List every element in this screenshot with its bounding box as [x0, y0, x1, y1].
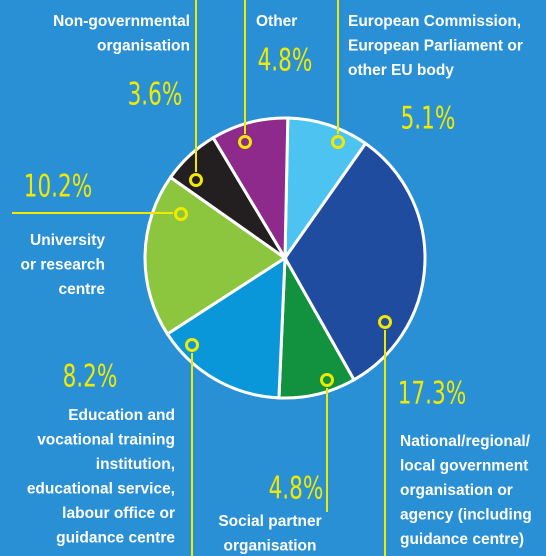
leader-dot: [185, 338, 199, 352]
category-label: Social partner organisation: [218, 513, 321, 555]
label-line: guidance centre: [56, 530, 175, 547]
value-label: 8.2%: [63, 359, 118, 395]
label-line: organisation or: [400, 482, 513, 499]
value-label: 5.1%: [401, 101, 456, 137]
category-label: University or research centre: [21, 232, 106, 298]
label-line: Education and: [68, 407, 175, 424]
pie-slice: [143, 175, 288, 337]
pie-slice: [211, 116, 290, 264]
leader-dot: [331, 135, 345, 149]
label-line: organisation: [97, 38, 190, 55]
label-line: European Commission,: [348, 13, 521, 30]
label-line: European Parliament or: [348, 38, 523, 55]
category-label: European Commission, European Parliament …: [348, 13, 523, 79]
label-line: local government: [400, 458, 528, 475]
label-line: labour office or: [62, 505, 175, 522]
value-label: 4.8%: [258, 43, 313, 79]
label-line: guidance centre): [400, 531, 524, 548]
category-label: Other: [256, 13, 297, 30]
leader-dot: [378, 315, 392, 329]
label-line: other EU body: [348, 62, 454, 79]
label-line: or research: [21, 257, 105, 274]
label-line: centre: [58, 281, 105, 298]
leader-dot: [320, 373, 334, 387]
value-label: 17.3%: [398, 376, 467, 412]
leader-dot: [174, 207, 188, 221]
category-label: Education and vocational training institut…: [27, 407, 176, 547]
value-label: 4.8%: [269, 471, 324, 507]
label-line: Other: [256, 13, 297, 30]
pie-slice: [283, 116, 368, 263]
pie-slice: [165, 255, 287, 400]
label-line: National/regional/: [400, 433, 531, 450]
label-line: educational service,: [27, 481, 175, 498]
label-line: Social partner: [218, 513, 321, 530]
category-label: Non-governmental organisation: [53, 13, 190, 55]
label-line: University: [30, 232, 105, 249]
label-line: organisation: [223, 538, 316, 555]
label-line: Non-governmental: [53, 13, 190, 30]
leader-dot: [189, 173, 203, 187]
label-line: institution,: [96, 456, 175, 473]
value-label: 3.6%: [128, 77, 183, 113]
value-label: 10.2%: [24, 169, 93, 205]
leader-dot: [238, 135, 252, 149]
category-label: National/regional/local government organi…: [400, 433, 532, 548]
label-line: agency (including: [400, 507, 532, 524]
label-line: vocational training: [37, 432, 175, 449]
